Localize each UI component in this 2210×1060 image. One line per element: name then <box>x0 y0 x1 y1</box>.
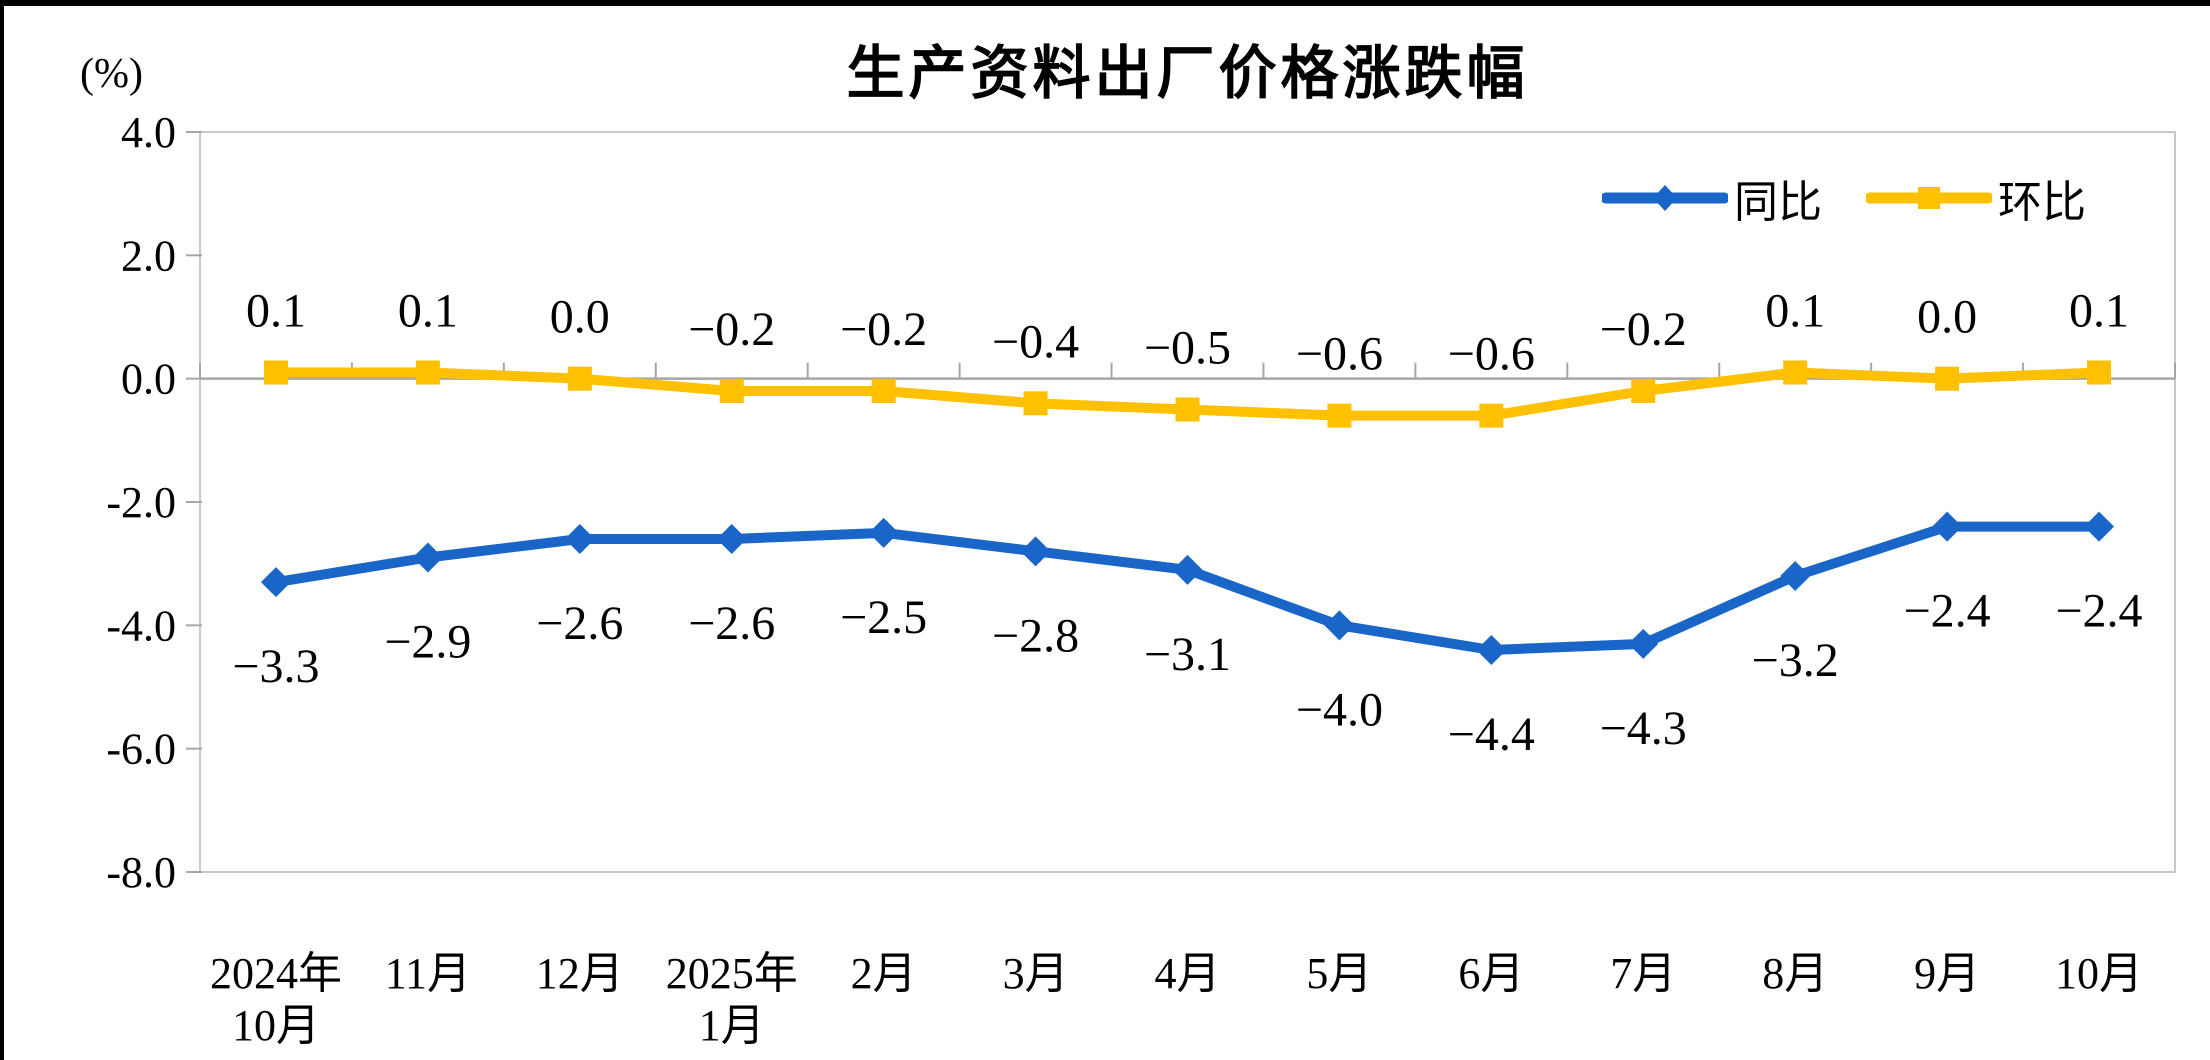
x-tick-label: 7月 <box>1610 949 1676 998</box>
x-tick-label: 6月 <box>1458 949 1524 998</box>
data-label: 0.0 <box>1917 291 1977 344</box>
diamond-marker <box>1476 635 1507 665</box>
x-tick-label: 10月 <box>2055 949 2143 998</box>
data-label: −0.4 <box>992 315 1079 368</box>
diamond-marker <box>1932 511 1963 542</box>
data-label: −2.5 <box>840 591 927 644</box>
diamond-marker <box>1020 536 1051 567</box>
data-label: 0.1 <box>246 285 306 338</box>
diamond-marker <box>1780 561 1811 591</box>
data-label: −0.6 <box>1296 328 1383 381</box>
diamond-marker <box>412 542 443 573</box>
x-tick-label: 2月 <box>851 949 917 998</box>
y-tick-label: -6.0 <box>106 725 176 774</box>
square-marker <box>1631 379 1656 403</box>
data-label: −0.2 <box>1600 303 1687 356</box>
x-tick-label: 3月 <box>1003 949 1069 998</box>
data-label: 0.1 <box>398 285 458 338</box>
plot-frame <box>199 131 2176 873</box>
x-tick-label: 11月 <box>385 949 471 998</box>
chart-title: 生产资料出厂价格涨跌幅 <box>846 41 1529 106</box>
data-label: −2.4 <box>2055 585 2142 638</box>
y-tick-label: -4.0 <box>106 601 176 650</box>
data-label: −0.6 <box>1448 328 1535 381</box>
diamond-marker <box>260 567 291 598</box>
x-tick-label: 10月 <box>232 1001 320 1050</box>
diamond-marker <box>868 517 899 548</box>
square-marker <box>2087 360 2112 385</box>
data-label: −3.2 <box>1752 634 1839 687</box>
diamond-marker <box>1324 610 1355 641</box>
square-marker <box>1023 391 1048 416</box>
data-label: −2.6 <box>688 597 775 650</box>
square-marker <box>1935 366 1960 391</box>
square-marker <box>719 379 744 403</box>
data-label: −3.1 <box>1144 628 1231 681</box>
diamond-marker <box>1628 628 1659 659</box>
legend-item-yoy: 同比 <box>1602 166 1822 230</box>
screen-border-top <box>0 0 2210 6</box>
y-tick-label: -2.0 <box>106 478 176 527</box>
square-marker <box>1175 397 1200 422</box>
data-label: 0.1 <box>2069 285 2129 338</box>
square-marker <box>871 379 896 403</box>
data-label: −3.3 <box>232 640 319 693</box>
legend-diamond-marker <box>1653 185 1677 211</box>
data-label: 0.1 <box>1765 285 1825 338</box>
x-tick-label: 12月 <box>536 949 624 998</box>
square-marker <box>1783 360 1808 385</box>
y-axis-unit-label: (%) <box>80 51 143 97</box>
legend-label-mom: 环比 <box>1998 178 2086 227</box>
data-label: −2.6 <box>536 597 623 650</box>
y-tick-label: -8.0 <box>106 848 176 897</box>
x-tick-label: 2025年 <box>666 949 798 998</box>
y-tick-label: 4.0 <box>121 108 176 157</box>
diamond-marker <box>564 524 595 554</box>
diamond-marker <box>716 524 747 554</box>
legend-label-yoy: 同比 <box>1734 178 1822 227</box>
data-label: −2.4 <box>1904 585 1991 638</box>
legend-item-mom: 环比 <box>1866 166 2086 230</box>
data-label: −2.8 <box>992 609 1079 662</box>
x-tick-label: 4月 <box>1155 949 1221 998</box>
data-label: −0.2 <box>688 303 775 356</box>
data-label: −4.4 <box>1448 708 1535 761</box>
square-marker <box>263 360 288 385</box>
square-marker <box>1479 403 1504 428</box>
data-label: −4.3 <box>1600 702 1687 755</box>
y-tick-label: 2.0 <box>121 231 176 280</box>
data-label: −0.2 <box>840 303 927 356</box>
x-tick-label: 1月 <box>699 1001 765 1050</box>
x-tick-label: 2024年 <box>210 949 342 998</box>
square-marker <box>1327 403 1352 428</box>
screen-border-left <box>0 0 4 1060</box>
square-marker <box>415 360 440 385</box>
square-marker <box>567 366 592 391</box>
legend-square-marker <box>1918 187 1940 209</box>
y-tick-label: 0.0 <box>121 355 176 404</box>
x-tick-label: 9月 <box>1914 949 1980 998</box>
diamond-marker <box>1172 554 1203 585</box>
legend: 同比 环比 <box>1602 166 2086 230</box>
diamond-marker <box>2084 511 2115 542</box>
data-label: −0.5 <box>1144 322 1231 375</box>
legend-swatch-mom <box>1866 187 1992 209</box>
x-tick-label: 8月 <box>1762 949 1828 998</box>
legend-swatch-yoy <box>1602 185 1728 211</box>
x-tick-label: 5月 <box>1306 949 1372 998</box>
data-label: −2.9 <box>384 616 471 669</box>
data-label: 0.0 <box>550 291 610 344</box>
data-label: −4.0 <box>1296 683 1383 736</box>
